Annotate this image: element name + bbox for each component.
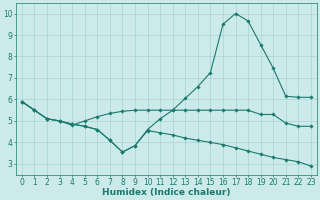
X-axis label: Humidex (Indice chaleur): Humidex (Indice chaleur) xyxy=(102,188,231,197)
